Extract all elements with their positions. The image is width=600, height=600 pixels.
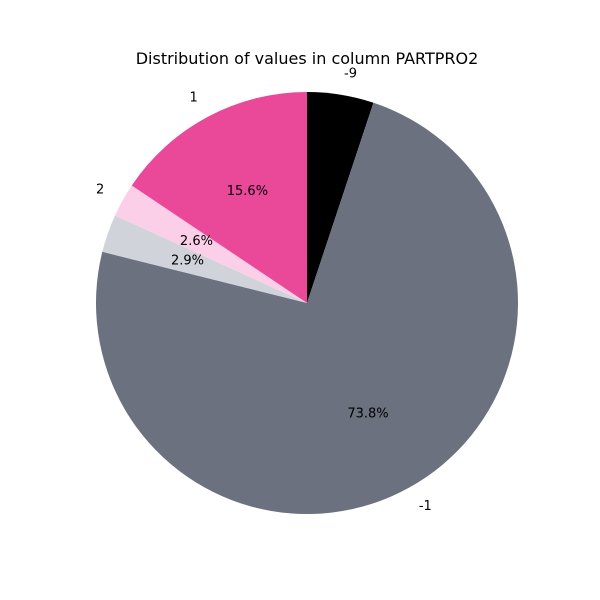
pie-labels: -9 -1 73.8% 2.9% 2 2.6% 1 15.6% — [96, 66, 432, 514]
pie-slice — [131, 92, 307, 303]
chart-title: Distribution of values in column PARTPRO… — [136, 49, 479, 68]
pie-slice — [102, 215, 308, 303]
slice-category-label: 2 — [96, 182, 104, 197]
pie-slice — [95, 102, 518, 515]
slice-category-label: -9 — [344, 66, 357, 81]
pie-slice — [114, 185, 307, 303]
slice-category-label: 1 — [189, 91, 197, 106]
pie-slice — [307, 92, 374, 303]
slice-percent-label: 2.6% — [180, 234, 213, 249]
pie-slices — [95, 92, 518, 515]
slice-percent-label: 73.8% — [347, 406, 388, 421]
slice-category-label: -1 — [419, 499, 432, 514]
slice-percent-label: 2.9% — [171, 254, 204, 269]
slice-percent-label: 15.6% — [227, 184, 268, 199]
